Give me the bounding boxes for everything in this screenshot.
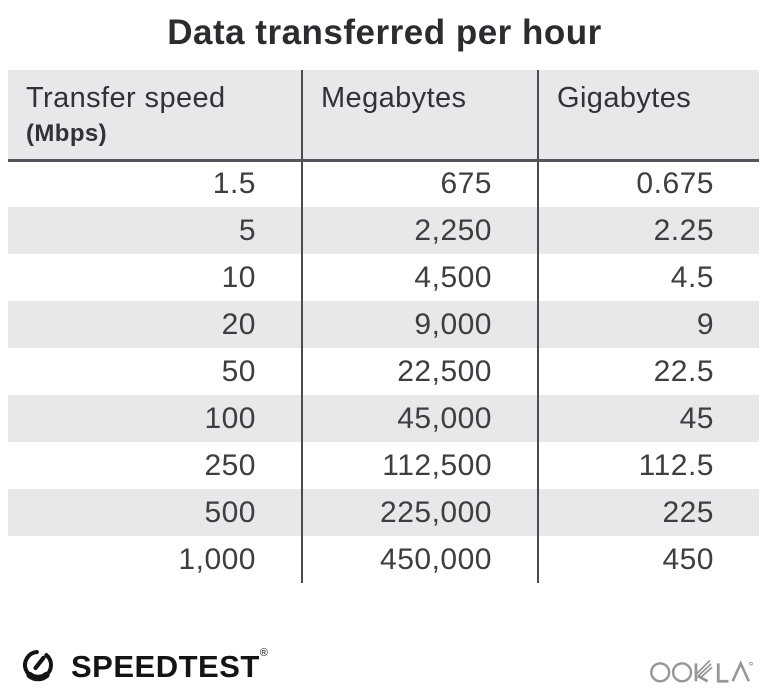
table-row: 1.5 675 0.675 [8, 160, 759, 207]
header-row: Transfer speed (Mbps) Megabytes Gigabyte… [8, 70, 759, 162]
megabytes-cell: 45,000 [301, 395, 538, 442]
mbps-unit-label: (Mbps) [26, 120, 108, 147]
gigabytes-cell: 225 [537, 489, 759, 536]
gigabytes-label: Gigabytes [557, 82, 692, 114]
data-table: Transfer speed (Mbps) Megabytes Gigabyte… [8, 70, 759, 583]
transfer-speed-label: Transfer speed [26, 82, 226, 114]
speed-cell: 250 [204, 448, 256, 482]
gigabytes-cell: 9 [537, 301, 759, 348]
megabytes-cell: 22,500 [301, 348, 538, 395]
speedtest-wordmark-text: SPEEDTEST [71, 649, 260, 684]
gigabytes-cell: 2.25 [537, 207, 759, 254]
speedtest-gauge-icon [16, 642, 60, 691]
megabytes-cell: 225,000 [301, 489, 538, 536]
gigabytes-cell: 0.675 [537, 160, 759, 207]
speedtest-wordmark: SPEEDTEST® [71, 648, 268, 684]
megabytes-label: Megabytes [321, 82, 467, 114]
table-row: 1,000 450,000 450 [8, 536, 759, 583]
speedtest-registered-mark: ® [259, 647, 269, 659]
table-row: 500 225,000 225 [8, 489, 759, 536]
ookla-wordmark-icon [650, 659, 753, 683]
megabytes-cell: 4,500 [301, 254, 538, 301]
header-cell-megabytes: Megabytes [301, 70, 538, 162]
ookla-logo [650, 654, 754, 686]
gigabytes-cell: 112.5 [537, 442, 759, 489]
table-body: 1.5 675 0.675 5 2,250 2.25 10 4,500 4.5 20 9,000 9 5… [8, 160, 759, 583]
table-row: 100 45,000 45 [8, 395, 759, 442]
page-title: Data transferred per hour [167, 13, 602, 52]
speed-cell: 50 [221, 354, 256, 388]
table-row: 10 4,500 4.5 [8, 254, 759, 301]
speed-cell: 1.5 [212, 167, 256, 201]
gigabytes-cell: 4.5 [537, 254, 759, 301]
table-row: 250 112,500 112.5 [8, 442, 759, 489]
table-row: 5 2,250 2.25 [8, 207, 759, 254]
speed-cell: 100 [204, 401, 256, 435]
table-row: 50 22,500 22.5 [8, 348, 759, 395]
header-cell-gigabytes: Gigabytes [537, 70, 759, 162]
speed-cell: 20 [221, 307, 256, 341]
gigabytes-cell: 450 [537, 536, 759, 583]
gigabytes-cell: 45 [537, 395, 759, 442]
table-row: 20 9,000 9 [8, 301, 759, 348]
megabytes-cell: 112,500 [301, 442, 538, 489]
megabytes-cell: 675 [301, 160, 538, 207]
speed-cell: 5 [238, 213, 256, 247]
header-cell-transfer-speed: Transfer speed (Mbps) [8, 70, 302, 162]
megabytes-cell: 450,000 [301, 536, 538, 583]
megabytes-cell: 2,250 [301, 207, 538, 254]
speedtest-logo: SPEEDTEST® [16, 642, 268, 691]
speed-cell: 500 [204, 495, 256, 529]
speed-cell: 10 [221, 260, 256, 294]
speed-cell: 1,000 [178, 542, 256, 576]
gigabytes-cell: 22.5 [537, 348, 759, 395]
megabytes-cell: 9,000 [301, 301, 538, 348]
footer: SPEEDTEST® [0, 642, 769, 698]
